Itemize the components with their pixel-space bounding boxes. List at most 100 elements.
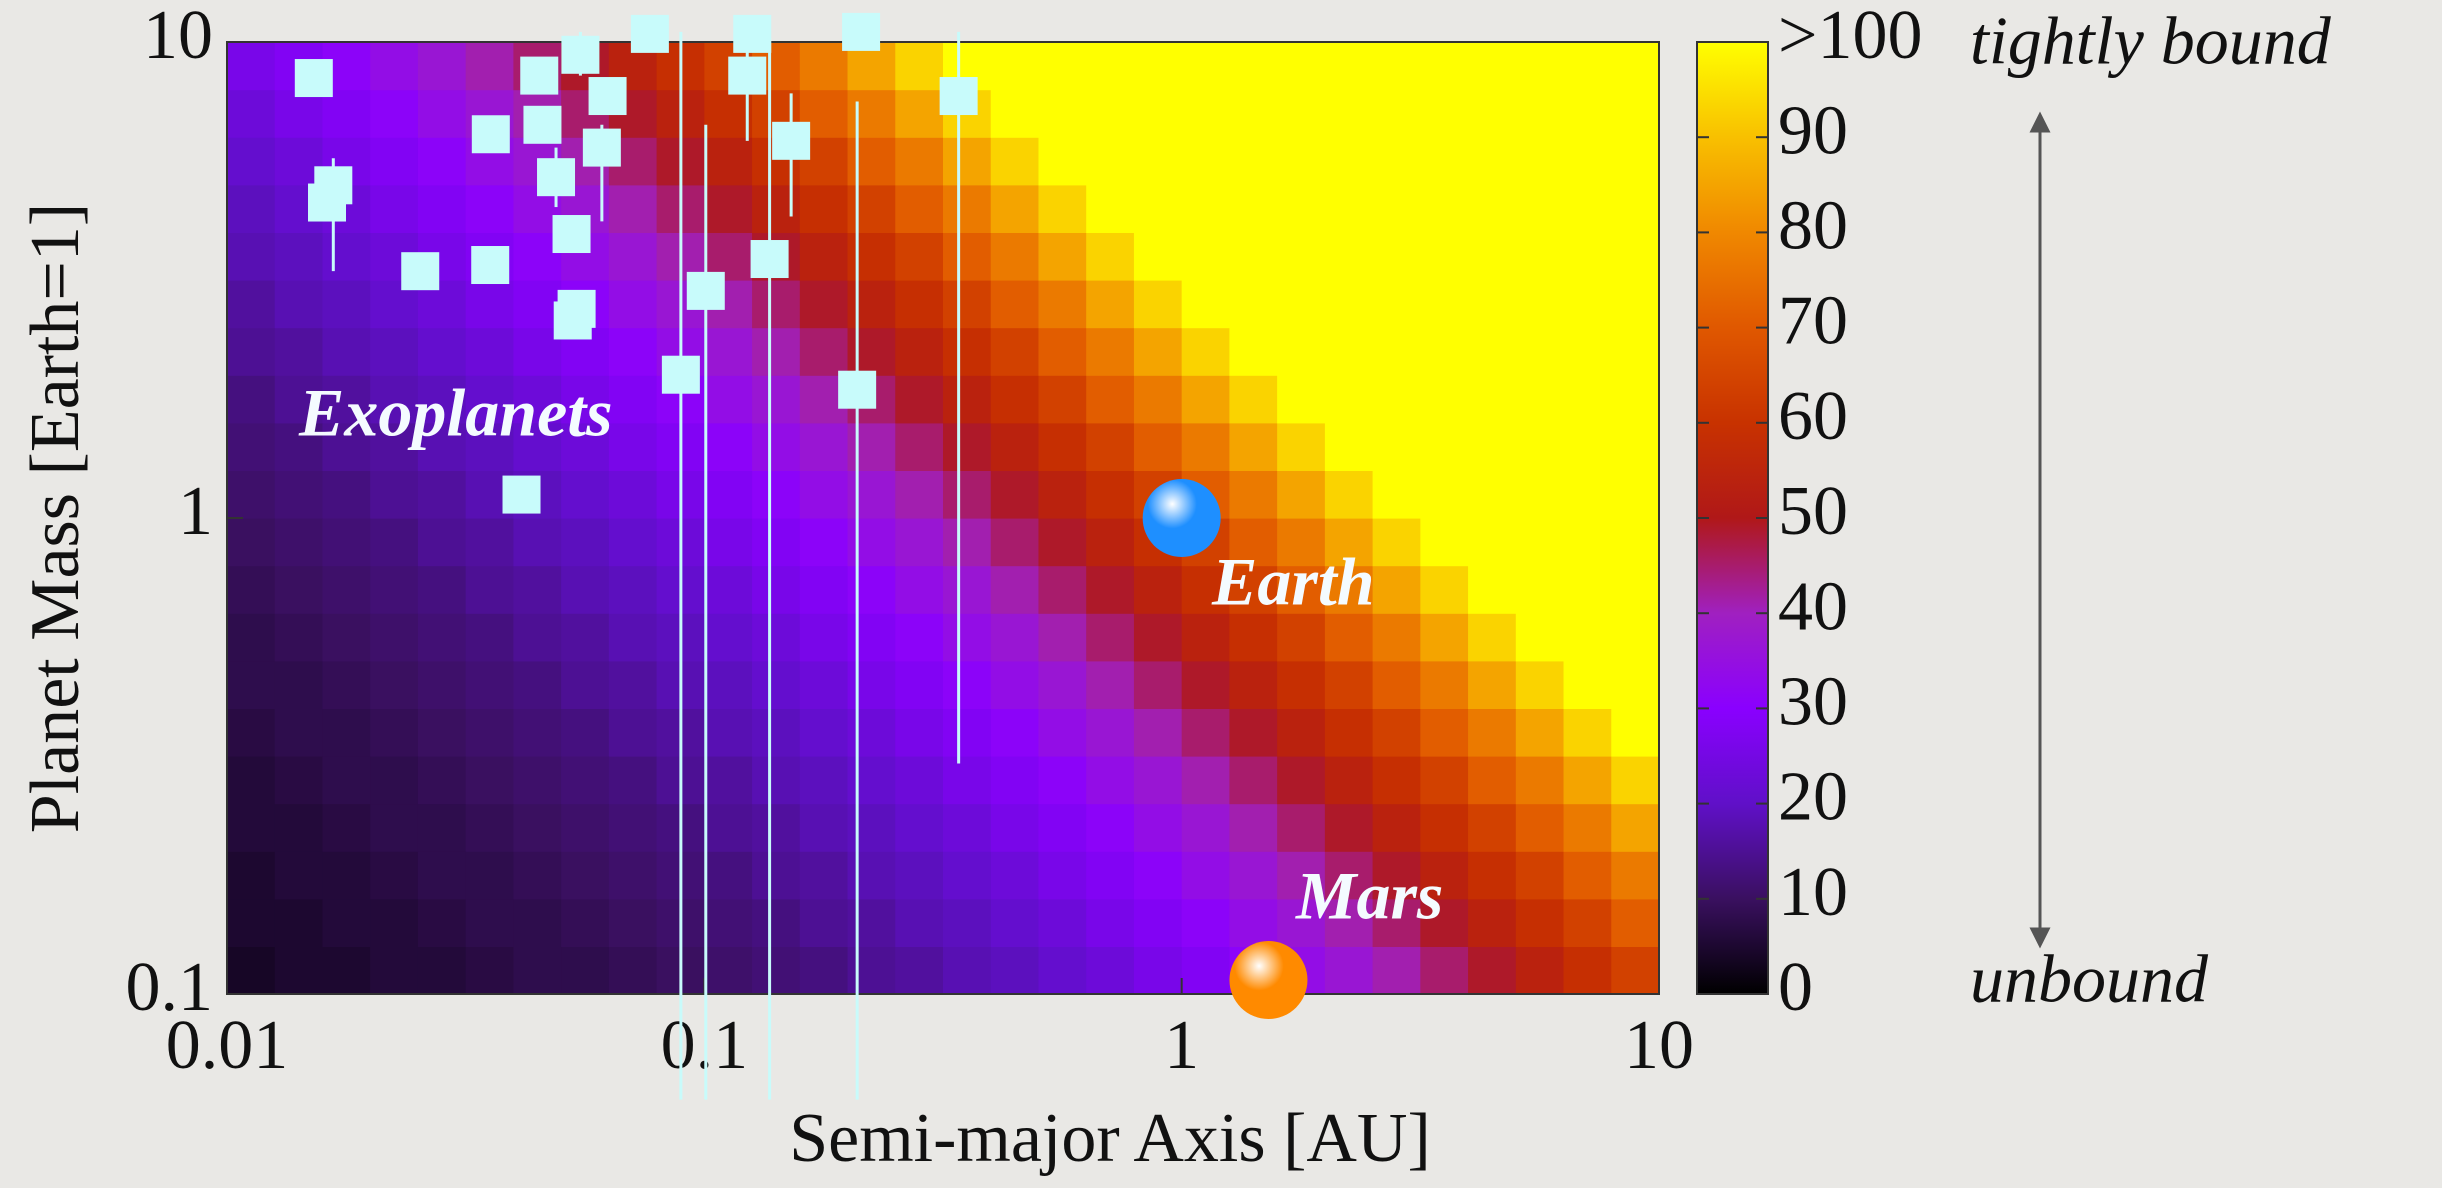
exoplanet-marker: [940, 77, 978, 115]
heatmap-cell: [418, 185, 466, 233]
heatmap-cell: [561, 470, 609, 518]
heatmap-cell: [1420, 423, 1468, 471]
heatmap-cell: [1086, 375, 1134, 423]
heatmap-cell: [466, 42, 514, 90]
heatmap-cell: [991, 470, 1039, 518]
heatmap-cell: [1086, 232, 1134, 280]
heatmap-cell: [1182, 42, 1230, 90]
heatmap-cell: [561, 804, 609, 852]
heatmap-cell: [1182, 899, 1230, 947]
heatmap-cell: [1325, 375, 1373, 423]
heatmap-cell: [704, 185, 752, 233]
heatmap-cell: [418, 90, 466, 138]
heatmap-cell: [1611, 756, 1659, 804]
exoplanet-marker: [308, 184, 346, 222]
heatmap-cell: [848, 328, 896, 376]
heatmap-cell: [1373, 470, 1421, 518]
heatmap-cell: [1182, 851, 1230, 899]
heatmap-cell: [370, 613, 418, 661]
heatmap-cell: [513, 946, 561, 994]
heatmap-cell: [895, 708, 943, 756]
heatmap-cell: [895, 613, 943, 661]
heatmap-cell: [227, 851, 275, 899]
heatmap-cell: [991, 232, 1039, 280]
heatmap-cell: [418, 899, 466, 947]
heatmap-cell: [1038, 375, 1086, 423]
heatmap-cell: [800, 518, 848, 566]
heatmap-cell: [1420, 804, 1468, 852]
colorbar-tick-label: 80: [1778, 187, 1848, 264]
heatmap-cell: [513, 851, 561, 899]
heatmap-cell: [1086, 899, 1134, 947]
heatmap-cell: [513, 756, 561, 804]
heatmap-cell: [1373, 375, 1421, 423]
heatmap-cell: [466, 708, 514, 756]
heatmap-cell: [1182, 946, 1230, 994]
heatmap-cell: [752, 328, 800, 376]
heatmap-cell: [1038, 566, 1086, 614]
heatmap-cell: [322, 518, 370, 566]
heatmap-cell: [1468, 566, 1516, 614]
heatmap-cell: [1134, 708, 1182, 756]
heatmap-cell: [1325, 946, 1373, 994]
heatmap-cell: [848, 232, 896, 280]
heatmap-cell: [609, 708, 657, 756]
exoplanet-marker: [401, 252, 439, 290]
heatmap-cell: [322, 899, 370, 947]
heatmap-cell: [466, 185, 514, 233]
heatmap-cell: [561, 946, 609, 994]
heatmap-cell: [800, 946, 848, 994]
heatmap-cell: [561, 566, 609, 614]
heatmap-cell: [1134, 280, 1182, 328]
x-axis-title: Semi-major Axis [AU]: [789, 1100, 1431, 1177]
exoplanet-marker: [589, 77, 627, 115]
heatmap-cell: [1468, 946, 1516, 994]
heatmap-cell: [704, 137, 752, 185]
heatmap-cell: [418, 613, 466, 661]
heatmap-cell: [275, 232, 323, 280]
heatmap-cell: [1373, 42, 1421, 90]
heatmap-cell: [275, 708, 323, 756]
heatmap-cell: [1038, 661, 1086, 709]
heatmap-cell: [1564, 899, 1612, 947]
heatmap-cell: [275, 613, 323, 661]
heatmap-cell: [513, 804, 561, 852]
colorbar-tick-label: 50: [1778, 473, 1848, 550]
heatmap-cell: [704, 518, 752, 566]
heatmap-cell: [1277, 328, 1325, 376]
heatmap-cell: [1134, 232, 1182, 280]
heatmap-cell: [227, 423, 275, 471]
heatmap-cell: [1420, 518, 1468, 566]
heatmap-cell: [848, 137, 896, 185]
heatmap-cell: [1229, 899, 1277, 947]
heatmap-cell: [275, 946, 323, 994]
heatmap-cell: [370, 756, 418, 804]
heatmap-cell: [466, 851, 514, 899]
heatmap-cell: [370, 804, 418, 852]
heatmap-cell: [1134, 90, 1182, 138]
heatmap-cell: [1038, 946, 1086, 994]
heatmap-cell: [1325, 661, 1373, 709]
heatmap-cell: [895, 137, 943, 185]
heatmap-cell: [1134, 899, 1182, 947]
heatmap-cell: [275, 851, 323, 899]
heatmap-cell: [513, 566, 561, 614]
heatmap-cell: [1277, 232, 1325, 280]
heatmap-cell: [752, 613, 800, 661]
heatmap-cell: [1038, 42, 1086, 90]
heatmap-cell: [609, 946, 657, 994]
exoplanet-marker: [523, 106, 561, 144]
heatmap-cell: [1420, 137, 1468, 185]
heatmap-cell: [275, 661, 323, 709]
heatmap-cell: [1229, 375, 1277, 423]
heatmap-cell: [1516, 185, 1564, 233]
heatmap-cell: [1325, 804, 1373, 852]
heatmap-cell: [848, 756, 896, 804]
heatmap-cell: [704, 90, 752, 138]
heatmap-cell: [561, 851, 609, 899]
heatmap-cell: [1420, 756, 1468, 804]
heatmap-cell: [752, 708, 800, 756]
heatmap-cell: [800, 280, 848, 328]
heatmap-cell: [991, 613, 1039, 661]
heatmap-cell: [895, 42, 943, 90]
